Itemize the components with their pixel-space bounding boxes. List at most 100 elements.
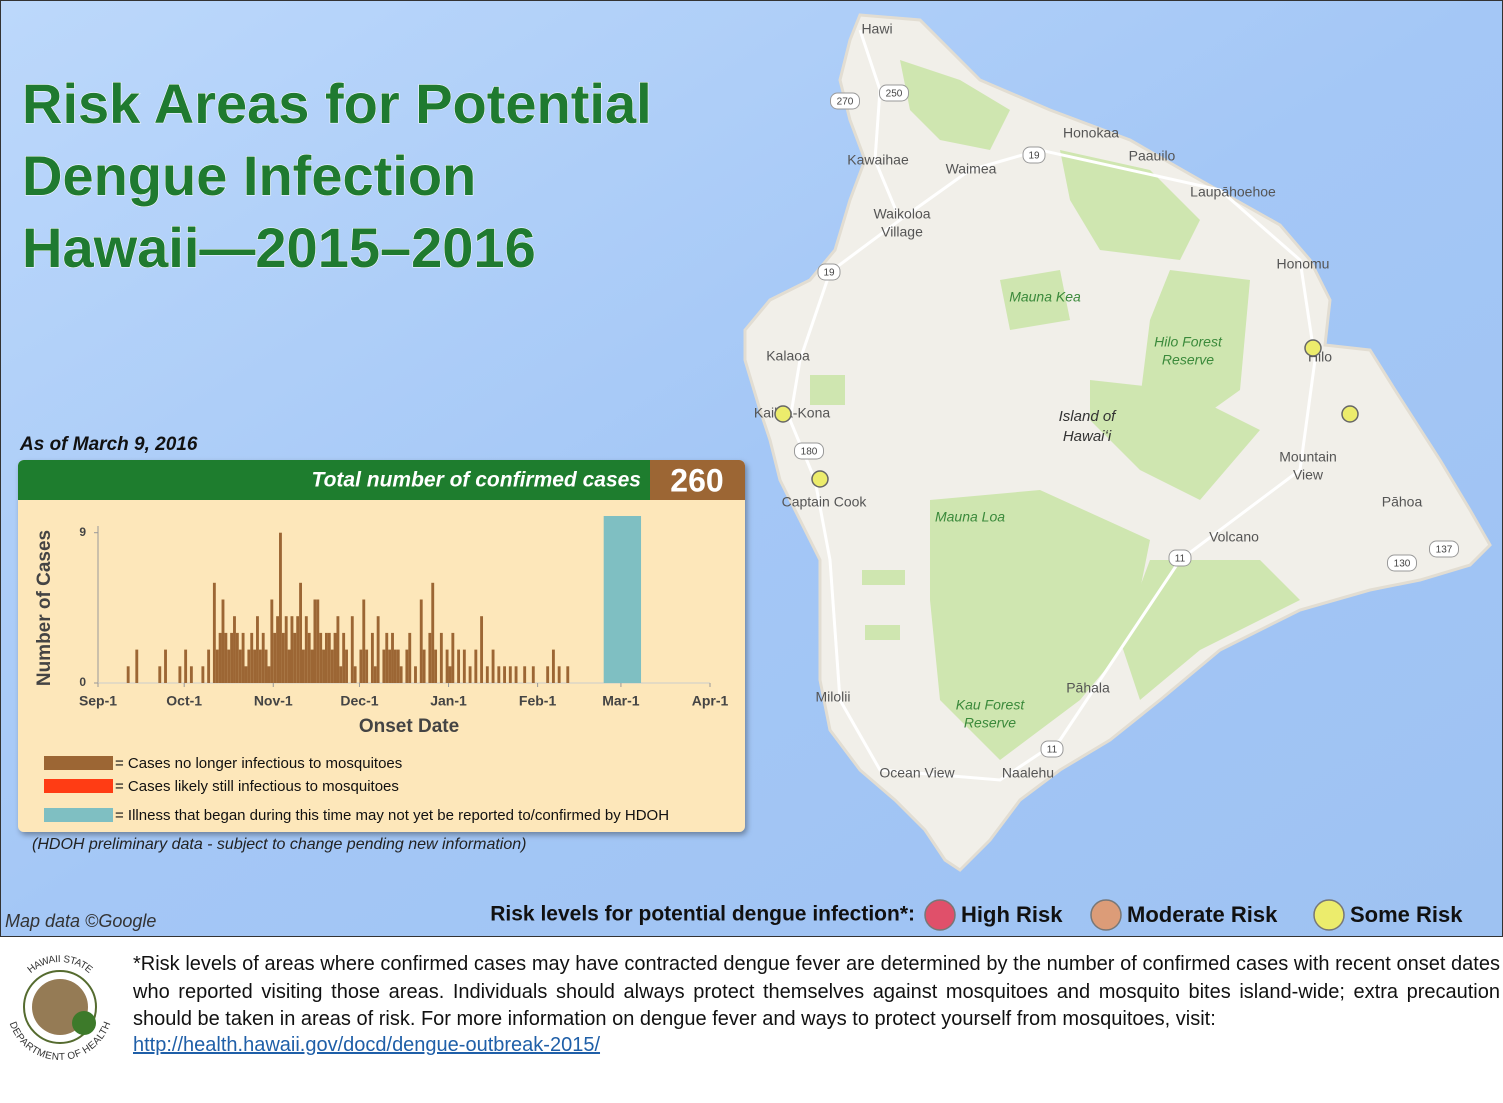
- place: Island of: [1059, 408, 1118, 425]
- feature: Kau Forest: [956, 697, 1026, 713]
- place: Kalaoa: [766, 348, 810, 364]
- bar: [307, 632, 311, 683]
- risk-swatch: [924, 899, 956, 931]
- legend-label: = Cases no longer infectious to mosquito…: [115, 755, 402, 772]
- bar: [474, 649, 478, 683]
- title-line: Hawaii—2015–2016: [22, 216, 536, 279]
- bar: [241, 632, 245, 683]
- bar: [445, 649, 449, 683]
- bar: [393, 649, 397, 683]
- green-areas: [810, 60, 1300, 760]
- bar: [485, 666, 489, 683]
- risk-swatch: [1313, 899, 1345, 931]
- bar: [339, 666, 343, 683]
- x-tick-label: Sep-1: [79, 693, 117, 709]
- bar: [336, 616, 340, 683]
- place: Kailua-Kona: [754, 405, 830, 421]
- total-value: 260: [670, 462, 723, 498]
- bar: [434, 649, 438, 683]
- bar: [247, 649, 251, 683]
- bar: [324, 632, 328, 683]
- bar: [310, 649, 314, 683]
- bar: [428, 632, 432, 683]
- bar: [422, 649, 426, 683]
- risk-label: High Risk: [961, 902, 1063, 927]
- risk-label: Some Risk: [1350, 902, 1463, 927]
- bar: [405, 649, 409, 683]
- footer-text: *Risk levels of areas where confirmed ca…: [133, 953, 1500, 1030]
- bar: [215, 649, 219, 683]
- bar: [322, 649, 325, 683]
- bar: [419, 599, 423, 683]
- x-tick-label: Apr-1: [692, 693, 729, 709]
- bar: [531, 666, 535, 683]
- total-box: [650, 460, 745, 500]
- place: Kawaihae: [847, 152, 909, 168]
- bar: [546, 666, 550, 683]
- bar: [319, 632, 323, 683]
- pending-period: [603, 516, 642, 683]
- road-number: 270: [837, 97, 854, 108]
- road-shield: [1429, 540, 1459, 558]
- bar: [313, 599, 317, 683]
- bar: [408, 632, 412, 683]
- road-number: 19: [823, 268, 835, 279]
- bar: [304, 616, 308, 683]
- road-number: 130: [1394, 559, 1411, 570]
- bar: [451, 632, 455, 683]
- bar: [316, 599, 320, 683]
- bar: [276, 616, 280, 683]
- bar: [391, 632, 394, 683]
- place: Hawi: [861, 21, 892, 37]
- place: Laupāhoehoe: [1190, 184, 1276, 200]
- road-number: 250: [886, 89, 903, 100]
- bar: [468, 666, 472, 683]
- logo-leaf: [72, 1011, 96, 1035]
- chart-box: [18, 460, 745, 832]
- bar: [330, 649, 334, 683]
- bar: [457, 649, 461, 683]
- y-axis-label: Number of Cases: [34, 530, 55, 686]
- bar: [233, 616, 236, 683]
- bar: [296, 616, 300, 683]
- bar: [284, 616, 288, 683]
- bar: [270, 599, 274, 683]
- risk-marker: [1341, 405, 1359, 423]
- footer-link[interactable]: http://health.hawaii.gov/docd/dengue-out…: [133, 1034, 601, 1056]
- x-tick-label: Dec-1: [340, 693, 378, 709]
- bar: [345, 649, 348, 683]
- logo: HAWAII STATE DEPARTMENT OF HEALTH: [7, 954, 113, 1063]
- bar: [224, 632, 228, 683]
- feature: Mauna Loa: [935, 509, 1005, 525]
- bar: [250, 632, 254, 683]
- bar: [264, 649, 268, 683]
- road-shield: [794, 442, 824, 460]
- place: Ocean View: [879, 765, 955, 781]
- road-shield: [1168, 549, 1192, 567]
- place: Captain Cook: [782, 494, 868, 510]
- feature: Hilo Forest: [1154, 334, 1223, 350]
- road-number: 180: [801, 447, 818, 458]
- bar: [261, 632, 265, 683]
- bar: [557, 666, 561, 683]
- bar: [244, 666, 248, 683]
- road-shield: [817, 263, 841, 281]
- note: (HDOH preliminary data - subject to chan…: [32, 836, 526, 853]
- bar: [480, 616, 484, 683]
- road-number: 11: [1047, 745, 1058, 756]
- title-line: Risk Areas for Potential: [22, 72, 652, 135]
- place: Waimea: [946, 161, 997, 177]
- bar: [189, 666, 193, 683]
- x-axis-label: Onset Date: [359, 716, 459, 737]
- place: Pāhoa: [1382, 494, 1423, 510]
- bar: [178, 666, 182, 683]
- chart-header: [18, 460, 650, 500]
- bar: [135, 649, 139, 683]
- legend-swatch: [44, 756, 113, 770]
- place: Naalehu: [1002, 765, 1054, 781]
- bar: [273, 632, 277, 683]
- road-shields: 270 250 19 19 180 11 130 137 11: [794, 84, 1459, 758]
- bar: [253, 649, 257, 683]
- x-tick-label: Nov-1: [254, 693, 293, 709]
